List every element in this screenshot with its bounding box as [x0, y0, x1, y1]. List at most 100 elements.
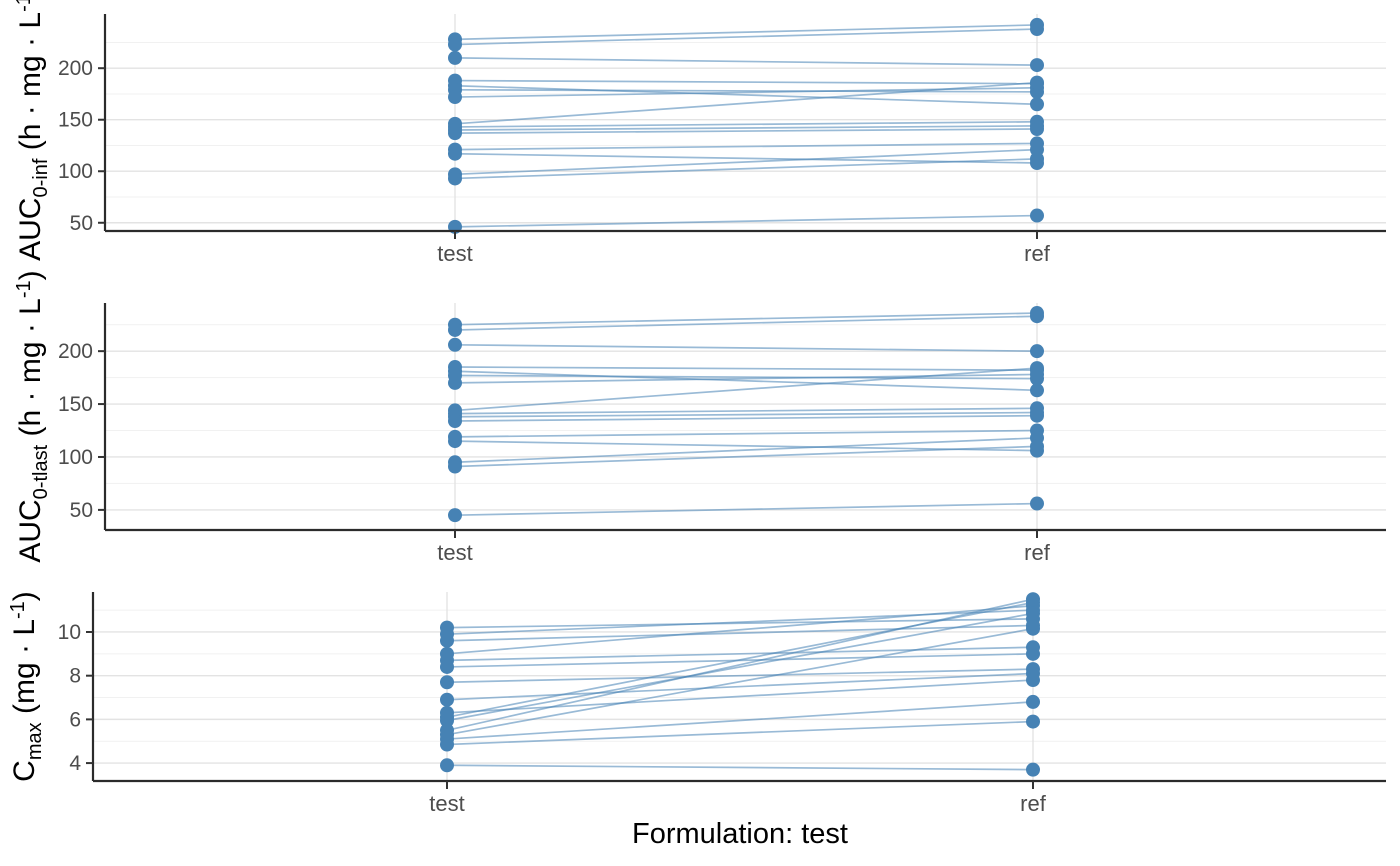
- subject-line: [454, 142, 1038, 151]
- subject-line: [454, 414, 1038, 422]
- subject-line: [454, 84, 1038, 106]
- x-tick-label: test: [437, 241, 472, 266]
- y-tick-label: 50: [70, 499, 93, 522]
- subject-line: [454, 88, 1038, 93]
- subject-line: [454, 125, 1038, 131]
- x-tick-label: ref: [1024, 241, 1051, 266]
- data-point: [1030, 309, 1044, 324]
- data-point: [440, 692, 454, 707]
- data-point: [1030, 361, 1044, 376]
- subject-line: [454, 79, 1038, 85]
- subject-line: [454, 411, 1038, 418]
- subject-line: [446, 627, 1034, 736]
- subject-line: [446, 668, 1034, 684]
- data-point: [1030, 439, 1044, 454]
- subject-line: [454, 148, 1038, 176]
- data-point: [448, 171, 462, 186]
- subject-line: [446, 701, 1034, 740]
- subject-line: [454, 158, 1038, 180]
- x-tick-label: test: [437, 540, 472, 565]
- y-tick-label: 100: [58, 446, 93, 469]
- subject-line: [454, 57, 1038, 66]
- x-tick-label: ref: [1024, 540, 1051, 565]
- data-point: [1026, 606, 1040, 621]
- subject-line: [454, 343, 1038, 353]
- subject-line: [446, 720, 1034, 746]
- data-point: [1030, 22, 1044, 37]
- data-point: [1026, 646, 1040, 661]
- x-tick-label: ref: [1020, 791, 1047, 816]
- y-axis-title: AUC0-tlast (h · mg · L-1): [13, 270, 52, 562]
- data-point: [1026, 694, 1040, 709]
- subject-line: [446, 604, 1034, 655]
- subject-line: [454, 28, 1038, 46]
- panel-auc-inf: 50 100 150 200 test ref AUC0-inf (h · mg · L-1…: [13, 0, 1386, 266]
- subject-line: [454, 429, 1038, 438]
- subject-line: [454, 502, 1038, 517]
- data-point: [1030, 97, 1044, 112]
- data-point: [1030, 208, 1044, 223]
- data-point: [448, 434, 462, 449]
- data-point: [440, 675, 454, 690]
- subject-line: [446, 679, 1034, 714]
- data-point: [440, 659, 454, 674]
- data-point: [1030, 58, 1044, 73]
- data-point: [1026, 762, 1040, 777]
- subject-line: [454, 81, 1038, 125]
- subject-line: [454, 214, 1038, 228]
- data-point: [448, 337, 462, 352]
- data-point: [1030, 121, 1044, 136]
- data-point: [448, 146, 462, 161]
- data-point: [440, 713, 454, 728]
- y-axis-title: Cmax (mg · L-1): [7, 591, 46, 782]
- data-point: [448, 37, 462, 52]
- subject-line: [446, 624, 1034, 642]
- data-point: [440, 737, 454, 752]
- subject-line: [446, 672, 1034, 701]
- subject-line: [454, 120, 1038, 128]
- y-tick-label: 6: [69, 708, 81, 731]
- subject-line: [454, 315, 1038, 331]
- subject-line: [454, 437, 1038, 464]
- y-axis-title: AUC0-inf (h · mg · L-1): [13, 0, 52, 261]
- data-point: [448, 50, 462, 65]
- data-point: [1026, 592, 1040, 607]
- subject-line: [454, 374, 1038, 380]
- subject-line: [454, 370, 1038, 392]
- y-tick-label: 200: [58, 340, 93, 363]
- data-point: [1030, 408, 1044, 423]
- data-point: [448, 90, 462, 105]
- y-tick-label: 50: [70, 212, 93, 235]
- data-point: [440, 633, 454, 648]
- data-point: [448, 413, 462, 428]
- x-tick-label: test: [429, 791, 464, 816]
- data-point: [448, 459, 462, 474]
- data-point: [1026, 673, 1040, 688]
- subject-line: [454, 367, 1038, 412]
- data-point: [440, 758, 454, 773]
- data-point: [1030, 75, 1044, 90]
- subject-line: [454, 407, 1038, 415]
- data-point: [448, 375, 462, 390]
- data-point: [1030, 496, 1044, 511]
- data-point: [448, 126, 462, 141]
- panel-auc-tlast: 50 100 150 200 test ref AUC0-tlast (h · mg · L…: [13, 270, 1386, 565]
- panel-cmax: 4 6 8 10 test ref Cmax (mg · L-1): [7, 591, 1386, 816]
- subject-line: [446, 598, 1034, 732]
- y-tick-label: 150: [58, 109, 93, 132]
- y-tick-label: 8: [69, 665, 81, 688]
- data-point: [1030, 383, 1044, 398]
- data-point: [1030, 344, 1044, 359]
- y-tick-label: 150: [58, 393, 93, 416]
- data-point: [1026, 621, 1040, 636]
- y-tick-label: 100: [58, 160, 93, 183]
- subject-line: [454, 445, 1038, 468]
- y-tick-label: 200: [58, 57, 93, 80]
- subject-line: [446, 646, 1034, 662]
- subject-line: [446, 764, 1034, 771]
- subject-line: [454, 128, 1038, 134]
- data-point: [448, 508, 462, 523]
- subject-line: [446, 612, 1034, 722]
- figure-caption: Formulation: test: [632, 818, 848, 850]
